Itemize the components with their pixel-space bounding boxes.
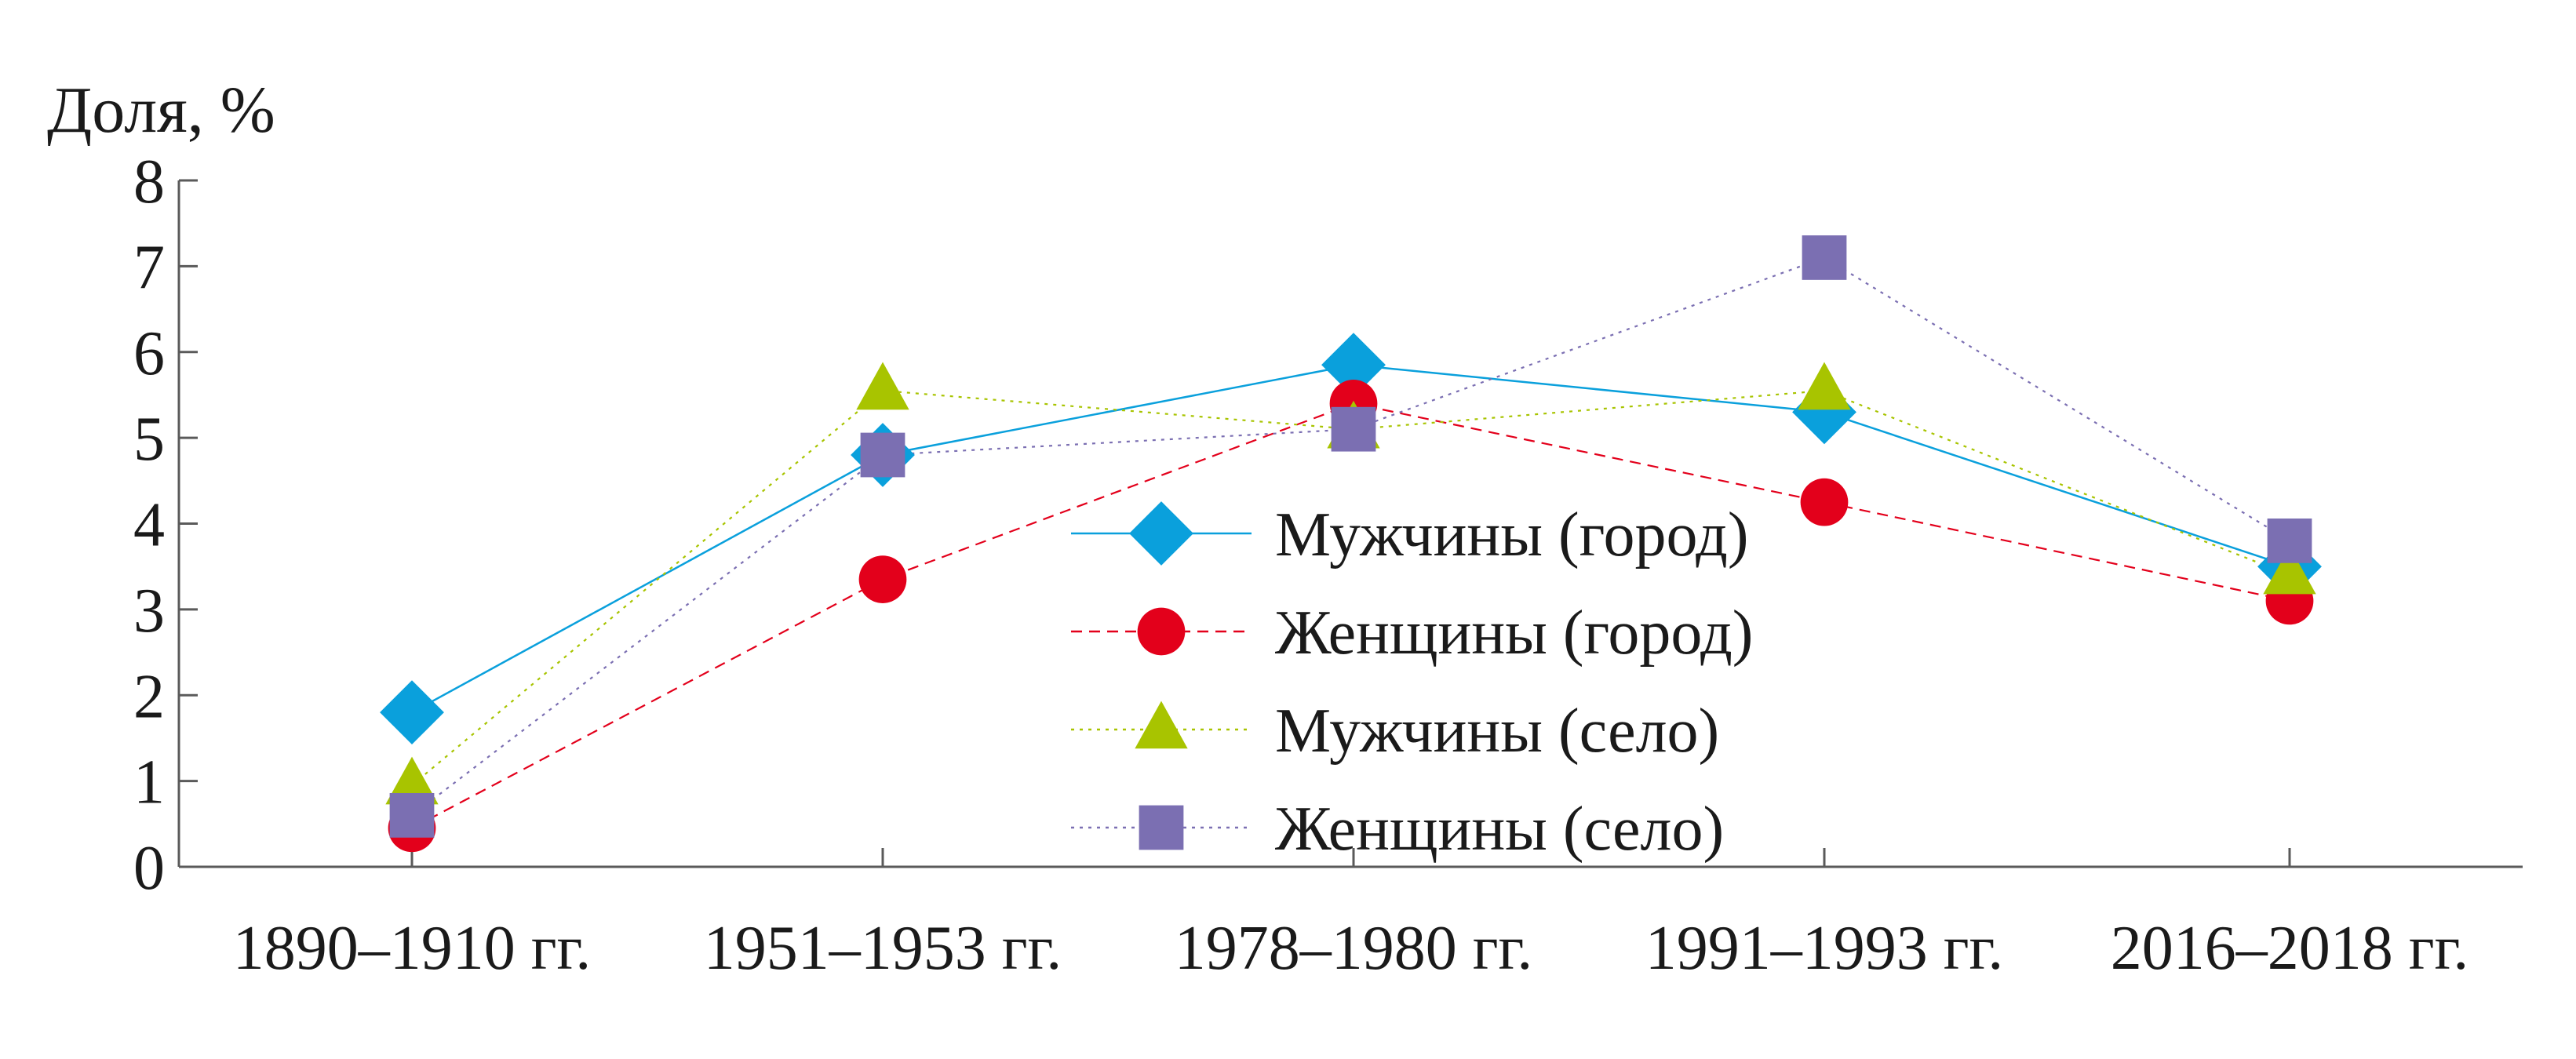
legend-marker-3	[1135, 701, 1188, 749]
y-tick-label: 5	[133, 405, 165, 474]
data-point-s4-3	[1331, 406, 1376, 452]
data-point-s4-2	[860, 432, 905, 478]
data-point-s2-2	[858, 555, 907, 603]
data-point-s4-5	[2267, 518, 2312, 563]
data-point-s3-4	[1798, 362, 1851, 410]
legend: Мужчины (город) Женщины (город) Мужчины (с…	[1071, 500, 1753, 864]
y-axis-title: Доля, %	[47, 74, 275, 147]
y-tick-label: 7	[133, 233, 165, 302]
x-tick-label: 1991–1993 гг.	[1645, 914, 2004, 983]
data-point-s4-4	[1802, 235, 1847, 280]
legend-label-2: Женщины (город)	[1275, 599, 1753, 668]
data-point-s3-1	[385, 756, 439, 805]
y-tick-label: 8	[133, 147, 165, 217]
legend-label-1: Мужчины (город)	[1275, 500, 1748, 570]
series-markers	[380, 235, 2322, 853]
data-point-s1-4	[1792, 380, 1856, 445]
x-tick-label: 1978–1980 гг.	[1175, 914, 1533, 983]
y-tick-label: 2	[133, 662, 165, 731]
y-tick-label: 1	[133, 748, 165, 817]
x-tick-label: 2016–2018 гг.	[2111, 914, 2469, 983]
legend-label-4: Женщины (село)	[1275, 795, 1724, 864]
axes: 0 1 2 3 4 5 6 7 8 1890–1910 гг. 1951–1953 гг. 1978–…	[133, 147, 2523, 983]
legend-marker-4	[1139, 805, 1184, 850]
x-tick-label: 1951–1953 гг.	[704, 914, 1062, 983]
legend-marker-1	[1129, 501, 1193, 566]
legend-label-3: Мужчины (село)	[1275, 697, 1719, 766]
data-point-s1-1	[380, 680, 444, 745]
data-point-s4-1	[389, 792, 435, 838]
data-point-s1-3	[1321, 333, 1386, 398]
y-tick-label: 0	[133, 834, 165, 903]
y-tick-label: 4	[133, 491, 165, 560]
legend-marker-2	[1137, 607, 1186, 656]
data-point-s2-4	[1800, 478, 1849, 526]
y-tick-label: 6	[133, 319, 165, 388]
y-tick-label: 3	[133, 577, 165, 646]
x-tick-label: 1890–1910 гг.	[233, 914, 592, 983]
data-point-s3-5	[2263, 546, 2316, 595]
data-point-s3-2	[856, 362, 909, 410]
